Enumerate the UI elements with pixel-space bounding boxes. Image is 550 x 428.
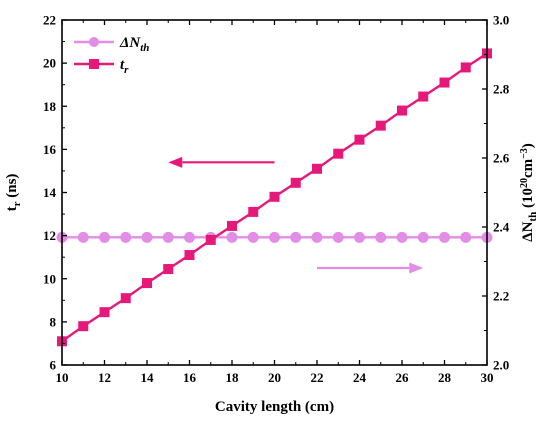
y-left-tick-label: 20 [43,56,56,71]
y-right-tick-label: 3.0 [493,13,509,28]
data-point [142,278,152,289]
x-tick-label: 28 [438,370,452,385]
data-point [226,231,238,243]
series-delta-nth [56,231,493,243]
x-tick-label: 16 [183,370,197,385]
x-tick-label: 24 [353,370,367,385]
data-point [460,231,472,243]
data-point [333,148,344,159]
legend-label: ΔNth [119,35,149,54]
data-point [120,293,131,304]
data-point [311,231,323,243]
legend-item: ΔNth [74,35,149,54]
data-point [77,231,89,243]
y-left-tick-label: 16 [43,142,57,157]
data-point [354,134,365,145]
data-point [120,231,132,243]
data-point [99,231,110,243]
arrow-head [409,262,424,274]
arrow-right-icon [317,262,424,274]
y-left-axis-title: tr (ns) [4,174,23,212]
x-tick-label: 12 [98,370,111,385]
x-tick-label: 10 [56,370,69,385]
data-point [248,206,259,217]
data-point [354,231,365,243]
x-tick-label: 20 [268,370,281,385]
data-point [247,231,259,243]
data-point [312,163,322,174]
legend-marker-square [89,59,99,69]
y-right-tick-label: 2.4 [493,220,510,235]
y-left-tick-label: 14 [43,185,57,200]
axes-layer: 10 12 14 16 18 20 22 24 26 28 30 6 8 10 12 14 16 18 20 22 2.… [4,13,539,416]
data-point [439,231,450,243]
y-right-tick-label: 2.8 [493,82,510,97]
data-point [460,62,471,73]
data-point [163,264,174,275]
x-tick-label: 14 [141,370,155,385]
arrow-left-icon [168,156,275,168]
y-right-tick-label: 2.2 [493,289,509,304]
y-left-tick-label: 10 [43,271,56,286]
x-axis-title: Cavity length (cm) [215,399,334,415]
legend: ΔNth tr [74,35,149,76]
y-left-tick-label: 8 [50,314,57,329]
y-right-axis-title: ΔNth (1020cm−3) [519,143,539,242]
legend-label: tr [120,57,129,76]
y-left-tick-label: 18 [43,99,57,114]
x-tick-label: 22 [311,370,324,385]
annotations-layer [168,156,424,274]
data-point [418,91,429,102]
data-point [290,177,301,188]
x-tick-label: 26 [396,370,410,385]
series-layer [56,48,493,347]
data-point [205,234,216,245]
arrow-head [168,156,183,168]
data-point [162,231,174,243]
y-left-tick-label: 6 [50,358,57,373]
data-point [78,321,89,332]
data-point [375,120,386,131]
data-point [141,231,153,243]
y-right-tick-label: 2.0 [493,358,509,373]
y-left-tick-label: 22 [43,13,56,28]
data-point [184,250,195,261]
legend-item: tr [74,57,129,76]
data-point [332,231,344,243]
y-left-tick-label: 12 [43,228,56,243]
x-tick-label: 18 [226,370,240,385]
data-point [184,231,195,243]
legend-marker-circle [89,37,99,47]
data-point [99,307,110,318]
data-point [375,231,387,243]
data-point [269,231,280,243]
y-right-tick-label: 2.6 [493,151,510,166]
data-point [227,220,237,231]
data-point [269,191,280,202]
series-tr [57,48,492,347]
data-point [396,231,408,243]
data-point [439,77,450,88]
x-tick-label: 30 [481,370,494,385]
data-point [417,231,429,243]
data-point [397,105,407,116]
data-point [290,231,302,243]
